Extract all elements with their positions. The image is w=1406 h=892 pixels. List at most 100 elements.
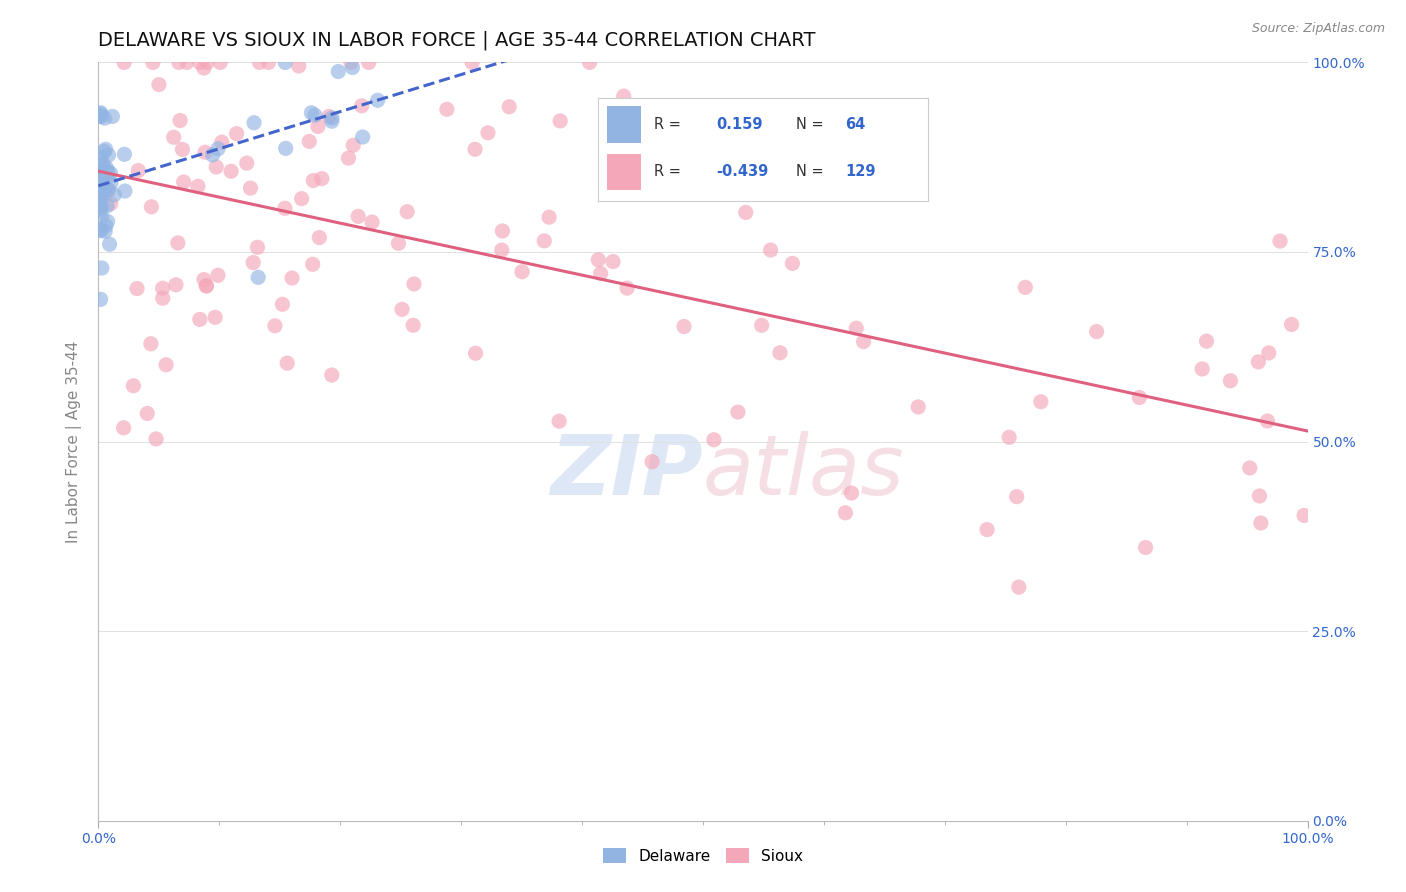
- Point: [193, 272, 215, 286]
- Point: [127, 163, 149, 178]
- Point: [89, 176, 111, 190]
- Point: [298, 135, 321, 149]
- Point: [626, 160, 648, 174]
- Point: [841, 486, 863, 500]
- Point: [340, 55, 363, 70]
- Point: [396, 204, 419, 219]
- Point: [1191, 362, 1213, 376]
- Point: [304, 108, 326, 122]
- Point: [769, 345, 792, 359]
- Point: [1219, 374, 1241, 388]
- Point: [87, 169, 110, 183]
- Point: [299, 105, 322, 120]
- Point: [94, 142, 117, 156]
- Point: [287, 59, 309, 73]
- Point: [96, 170, 118, 185]
- Point: [274, 141, 297, 155]
- Text: 0.159: 0.159: [717, 117, 763, 132]
- Point: [1014, 280, 1036, 294]
- Point: [142, 55, 165, 70]
- Point: [347, 210, 370, 224]
- Point: [90, 260, 112, 275]
- Point: [97, 164, 120, 178]
- Point: [1195, 334, 1218, 348]
- Point: [274, 55, 297, 70]
- Point: [239, 181, 262, 195]
- Point: [211, 135, 233, 149]
- Point: [89, 169, 111, 184]
- FancyBboxPatch shape: [607, 153, 641, 190]
- Point: [1249, 489, 1271, 503]
- Point: [90, 169, 112, 184]
- Point: [1128, 391, 1150, 405]
- Point: [87, 173, 110, 187]
- Text: atlas: atlas: [703, 432, 904, 512]
- Point: [97, 183, 120, 197]
- Point: [89, 204, 111, 219]
- Text: N =: N =: [796, 117, 824, 132]
- Point: [274, 201, 297, 215]
- Point: [225, 127, 247, 141]
- Point: [187, 179, 209, 194]
- Text: -0.439: -0.439: [717, 164, 769, 179]
- Text: N =: N =: [796, 164, 824, 179]
- Point: [290, 192, 312, 206]
- Point: [436, 103, 458, 117]
- Point: [96, 161, 118, 175]
- Point: [141, 200, 163, 214]
- Point: [152, 291, 174, 305]
- Point: [93, 157, 115, 171]
- Point: [152, 281, 174, 295]
- Point: [464, 346, 486, 360]
- Point: [166, 235, 188, 250]
- Point: [167, 55, 190, 70]
- Point: [98, 237, 121, 252]
- Point: [302, 173, 325, 187]
- Point: [90, 293, 112, 307]
- Point: [852, 334, 875, 349]
- Point: [163, 130, 186, 145]
- Point: [90, 200, 112, 214]
- Point: [1294, 508, 1316, 523]
- Point: [834, 506, 856, 520]
- Point: [112, 55, 135, 70]
- Text: R =: R =: [654, 117, 681, 132]
- Point: [538, 210, 561, 224]
- Point: [209, 55, 232, 70]
- Point: [100, 176, 122, 190]
- Point: [207, 142, 229, 156]
- Point: [100, 196, 122, 211]
- Point: [91, 186, 114, 201]
- Point: [136, 407, 159, 421]
- Point: [308, 230, 330, 244]
- Point: [89, 189, 111, 203]
- Point: [461, 55, 484, 70]
- Point: [90, 185, 112, 199]
- Point: [342, 61, 364, 75]
- Point: [402, 277, 425, 291]
- Point: [589, 267, 612, 281]
- Point: [342, 138, 364, 153]
- Point: [94, 181, 117, 195]
- Point: [357, 55, 380, 70]
- Point: [321, 111, 343, 125]
- Point: [1257, 346, 1279, 360]
- Point: [641, 455, 664, 469]
- Point: [195, 279, 218, 293]
- Text: 64: 64: [845, 117, 866, 132]
- Point: [93, 111, 115, 125]
- Point: [328, 64, 350, 78]
- Point: [247, 270, 270, 285]
- Point: [176, 55, 198, 70]
- Point: [93, 145, 115, 159]
- Point: [361, 215, 384, 229]
- Point: [101, 110, 124, 124]
- Point: [112, 147, 135, 161]
- Point: [90, 224, 112, 238]
- Point: [139, 336, 162, 351]
- Point: [352, 130, 374, 145]
- Point: [548, 414, 571, 428]
- Point: [759, 243, 782, 257]
- Point: [533, 234, 555, 248]
- Point: [703, 433, 725, 447]
